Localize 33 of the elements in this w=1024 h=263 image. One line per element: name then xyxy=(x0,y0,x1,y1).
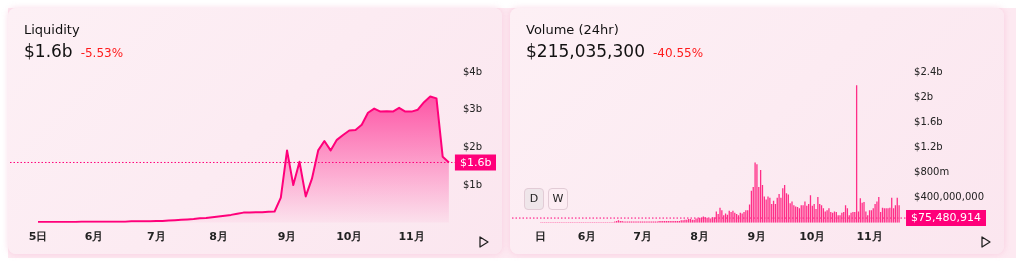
y-tick-label: $1.6b xyxy=(914,115,943,127)
y-tick-label: $1b xyxy=(462,178,483,190)
x-tick-label: 8月 xyxy=(690,230,710,244)
chart-subtitle: $1.6b xyxy=(24,41,73,61)
text: D xyxy=(524,188,544,210)
x-tick-label: 11月 xyxy=(398,230,425,244)
x-tick-label: 7月 xyxy=(146,230,166,244)
y-tick-label: $2b xyxy=(462,140,483,152)
text: -5.53% xyxy=(80,46,124,60)
chart-title: Liquidity xyxy=(24,22,80,37)
y-tick-label: $3b xyxy=(462,103,483,115)
y-tick-label: $2.4b xyxy=(914,65,943,77)
y-tick-label: $1.2b xyxy=(914,140,943,152)
x-tick-label: 5日 xyxy=(28,230,48,244)
x-tick-label: 日 xyxy=(535,230,547,244)
x-tick-label: 6月 xyxy=(577,230,597,244)
chart-subtitle: $215,035,300 xyxy=(526,41,645,61)
x-tick-label: 10月 xyxy=(799,230,826,244)
y-tick-label: $800m xyxy=(914,166,950,178)
chart-title: Volume (24hr) xyxy=(526,22,619,37)
x-tick-label: 6月 xyxy=(84,230,104,244)
x-tick-label: 9月 xyxy=(747,230,767,244)
x-tick-label: 11月 xyxy=(856,230,883,244)
y-tick-label: $400,000,000 xyxy=(914,191,984,203)
ref-line-label: $75,480,914 xyxy=(911,211,981,225)
y-tick-label: $2b xyxy=(914,90,934,102)
annotation: W xyxy=(548,188,568,210)
x-tick-label: 7月 xyxy=(633,230,652,244)
x-tick-label: 10月 xyxy=(336,230,363,244)
y-tick-label: $4b xyxy=(462,65,483,77)
text: -40.55% xyxy=(652,46,704,60)
x-tick-label: 9月 xyxy=(277,230,297,244)
x-tick-label: 8月 xyxy=(209,230,228,244)
